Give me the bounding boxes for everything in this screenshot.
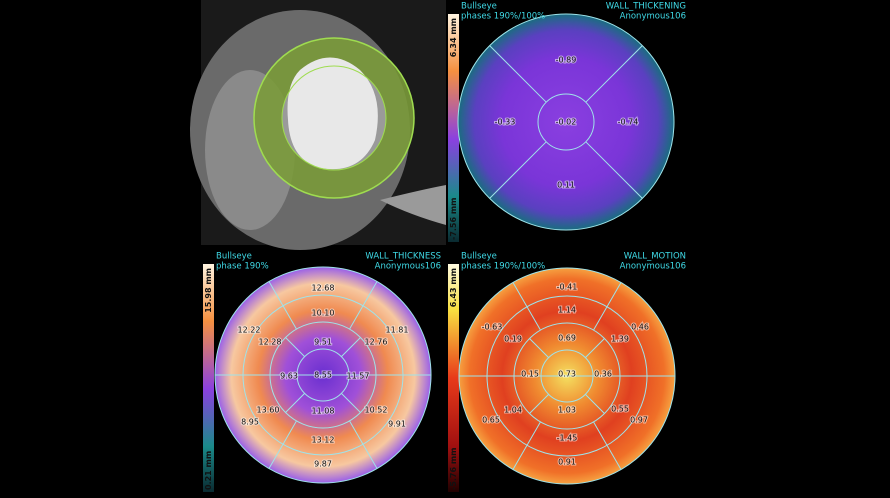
segment-value: 9.87: [314, 460, 332, 469]
segment-value: 1.39: [611, 335, 629, 344]
ring: [537, 93, 595, 151]
spoke: [593, 282, 622, 331]
segment-value: 11.57: [347, 372, 370, 381]
phases: phases 190%/100%: [461, 12, 545, 22]
segment-value: 0.65: [482, 416, 500, 425]
scale-max: 15.98 mm: [204, 268, 213, 313]
segment-value: 1.04: [504, 406, 522, 415]
segment-value: 8.95: [241, 418, 259, 427]
segment-value: 0.46: [631, 323, 649, 332]
spoke: [349, 420, 378, 469]
colorbar: [203, 264, 214, 492]
segment-value: 10.52: [365, 406, 388, 415]
segment-value: 10.10: [312, 309, 335, 318]
scale-min: -5.76 mm: [449, 447, 458, 490]
segment-value: -1.45: [557, 434, 578, 443]
scale-min: 0.21 mm: [204, 451, 213, 490]
segment-value: -0.41: [557, 283, 578, 292]
segment-value: -0.74: [618, 118, 639, 127]
colorbar: [448, 264, 459, 492]
segment-value: 0.36: [594, 370, 612, 379]
spoke: [529, 394, 549, 414]
spoke: [341, 393, 361, 413]
segment-value: -0.89: [556, 56, 577, 65]
spoke: [512, 421, 541, 470]
segment-value: 0.69: [558, 334, 576, 343]
segment-value: 0.97: [630, 416, 648, 425]
segment-value: 11.81: [386, 326, 409, 335]
map-title: WALL_MOTION: [624, 252, 686, 262]
patient: Anonymous106: [620, 12, 686, 22]
spoke: [585, 141, 643, 199]
segment-value: -0.33: [495, 118, 516, 127]
segment-value: 12.28: [259, 338, 282, 347]
spoke: [489, 141, 547, 199]
segment-value: 12.76: [365, 338, 388, 347]
segment-value: 12.68: [312, 284, 335, 293]
segment-value: 13.60: [257, 406, 280, 415]
map-title: WALL_THICKENING: [606, 2, 686, 12]
segment-value: 11.08: [312, 407, 335, 416]
patient: Anonymous106: [620, 262, 686, 272]
spoke: [268, 420, 297, 469]
segment-value: 9.91: [388, 420, 406, 429]
map-title: WALL_THICKNESS: [365, 252, 441, 262]
segment-value: 1.14: [558, 306, 576, 315]
segment-value: -0.63: [482, 323, 503, 332]
segment-value: 0.73: [558, 370, 576, 379]
spoke: [593, 421, 622, 470]
segment-value: 0.11: [557, 181, 575, 190]
spoke: [489, 45, 547, 103]
mode: Bullseye: [461, 2, 497, 12]
phases: phase 190%: [216, 262, 269, 272]
colorbar: [448, 14, 459, 242]
spoke: [268, 281, 297, 330]
spoke: [585, 45, 643, 103]
segment-value: 12.22: [238, 326, 261, 335]
segment-value: 9.51: [314, 338, 332, 347]
phases: phases 190%/100%: [461, 262, 545, 272]
spoke: [585, 338, 605, 358]
spoke: [585, 394, 605, 414]
ct-panel: [190, 0, 446, 250]
segment-value: 8.55: [314, 371, 332, 380]
segment-value: 0.91: [558, 458, 576, 467]
spoke: [349, 281, 378, 330]
scale-min: -7.56 mm: [449, 197, 458, 240]
ring: [457, 13, 675, 231]
scale-max: 6.34 mm: [449, 18, 458, 57]
segment-value: 9.63: [280, 372, 298, 381]
mode: Bullseye: [461, 252, 497, 262]
segment-value: 0.19: [504, 335, 522, 344]
segment-value: 13.12: [312, 436, 335, 445]
segment-value: -0.02: [556, 118, 577, 127]
segment-value: 1.03: [558, 406, 576, 415]
patient: Anonymous106: [375, 262, 441, 272]
spoke: [285, 393, 305, 413]
mode: Bullseye: [216, 252, 252, 262]
spoke: [341, 337, 361, 357]
spoke: [512, 282, 541, 331]
scale-max: 6.43 mm: [449, 268, 458, 307]
segment-value: 0.55: [611, 405, 629, 414]
spoke: [285, 337, 305, 357]
spoke: [529, 338, 549, 358]
segment-value: 0.15: [521, 370, 539, 379]
